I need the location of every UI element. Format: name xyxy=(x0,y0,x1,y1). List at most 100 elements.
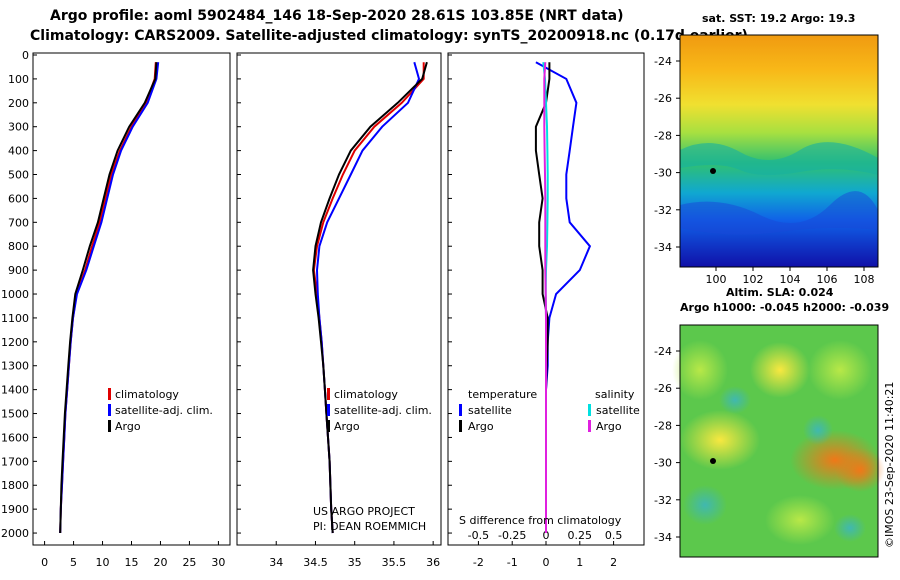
map-y-tick-label: -30 xyxy=(654,457,672,470)
temperature-x-axis: 0 5 10 15 20 25 30 xyxy=(41,541,225,569)
x-tick-label: 2 xyxy=(610,556,617,569)
sla-low-blob xyxy=(719,386,751,414)
sla-high-blob xyxy=(835,448,885,492)
legend-climatology-swatch xyxy=(108,388,111,400)
depth-tick-label: 1100 xyxy=(1,312,29,325)
sla-mid-blob xyxy=(808,340,872,400)
depth-tick-label: 1600 xyxy=(1,431,29,444)
sla-map xyxy=(672,324,885,558)
legend-sal-satellite-label: satellite xyxy=(596,404,640,417)
map-x-tick-label: 108 xyxy=(854,273,875,286)
x-tick-label: -2 xyxy=(473,556,484,569)
x-tick-label: 34 xyxy=(269,556,283,569)
map-y-tick-label: -28 xyxy=(654,129,672,142)
sla-map-y-axis: -24 -26 -28 -30 -32 -34 xyxy=(654,345,680,544)
x-tick-label: 5 xyxy=(70,556,77,569)
sla-map-frame xyxy=(679,324,879,558)
legend-temp-satellite-label: satellite xyxy=(468,404,512,417)
x-tick-label: 20 xyxy=(153,556,167,569)
depth-axis: 0 100 200 300 400 500 600 700 800 900 1000 1100 1200… xyxy=(1,49,452,540)
salinity-legend: climatology satellite-adj. clim. Argo xyxy=(327,388,432,433)
map-y-tick-label: -24 xyxy=(654,55,672,68)
map-y-tick-label: -26 xyxy=(654,92,672,105)
depth-tick-label: 1800 xyxy=(1,479,29,492)
x-tick-label: 0 xyxy=(41,556,48,569)
x-top-tick-label: -0.25 xyxy=(498,529,526,542)
difference-x-axis-bottom: -2 -1 0 1 2 xyxy=(473,541,617,569)
map-x-tick-label: 102 xyxy=(743,273,764,286)
map-x-tick-label: 100 xyxy=(706,273,727,286)
sla-high-blob xyxy=(750,342,810,398)
x-tick-label: 36 xyxy=(426,556,440,569)
series-line-argo xyxy=(59,62,158,534)
depth-tick-label: 1700 xyxy=(1,455,29,468)
depth-tick-label: 600 xyxy=(8,192,29,205)
legend-sal-argo-swatch xyxy=(588,420,591,432)
sla-low-blob xyxy=(803,415,833,445)
legend-salinity-header: salinity xyxy=(595,388,635,401)
map-y-tick-label: -32 xyxy=(654,204,672,217)
depth-tick-label: 700 xyxy=(8,216,29,229)
sla-mid-blob xyxy=(672,340,728,400)
map-y-tick-label: -30 xyxy=(654,167,672,180)
salinity-panel-frame xyxy=(236,52,442,546)
sst-frontal-band xyxy=(680,142,878,176)
depth-tick-label: 800 xyxy=(8,240,29,253)
legend-argo-label: Argo xyxy=(334,420,360,433)
x-tick-label: 35.5 xyxy=(382,556,407,569)
difference-x-axis-top: -0.5 -0.25 0 0.25 0.5 xyxy=(468,529,623,542)
map-x-tick-label: 104 xyxy=(780,273,801,286)
argo-height-title: Argo h1000: -0.045 h2000: -0.039 xyxy=(680,301,889,314)
imos-credit: ©IMOS 23-Sep-2020 11:40:21 xyxy=(883,382,896,548)
sla-high-blob xyxy=(680,410,760,470)
legend-satellite-label: satellite-adj. clim. xyxy=(334,404,432,417)
x-top-tick-label: 0.25 xyxy=(568,529,593,542)
legend-climatology-label: climatology xyxy=(115,388,179,401)
sst-map xyxy=(679,34,879,268)
temperature-series xyxy=(59,62,160,534)
salinity-x-axis: 34 34.5 35 35.5 36 xyxy=(269,541,440,569)
legend-argo-swatch xyxy=(108,420,111,432)
sla-low-blob xyxy=(834,514,866,542)
x-tick-label: 25 xyxy=(182,556,196,569)
figure-title-line1: Argo profile: aoml 5902484_146 18-Sep-20… xyxy=(50,8,624,24)
sla-low-blob xyxy=(683,485,727,525)
map-x-tick-label: 106 xyxy=(817,273,838,286)
salinity-series xyxy=(312,61,428,534)
x-top-tick-label: 0 xyxy=(543,529,550,542)
legend-satellite-swatch xyxy=(108,404,111,416)
difference-legend: temperature salinity satellite Argo sate… xyxy=(459,388,640,433)
depth-tick-label: 1000 xyxy=(1,288,29,301)
depth-tick-label: 1200 xyxy=(1,336,29,349)
x-tick-label: 1 xyxy=(576,556,583,569)
legend-argo-label: Argo xyxy=(115,420,141,433)
temperature-legend: climatology satellite-adj. clim. Argo xyxy=(108,388,213,433)
map-y-tick-label: -28 xyxy=(654,419,672,432)
depth-tick-label: 2000 xyxy=(1,527,29,540)
legend-satellite-swatch xyxy=(327,404,330,416)
sla-mid-blob xyxy=(765,495,835,545)
depth-tick-label: 1900 xyxy=(1,503,29,516)
legend-satellite-label: satellite-adj. clim. xyxy=(115,404,213,417)
x-tick-label: 35 xyxy=(348,556,362,569)
x-tick-label: 0 xyxy=(543,556,550,569)
legend-temp-satellite-swatch xyxy=(459,404,462,416)
legend-climatology-label: climatology xyxy=(334,388,398,401)
legend-argo-swatch xyxy=(327,420,330,432)
sst-map-title: sat. SST: 19.2 Argo: 19.3 xyxy=(702,12,855,25)
depth-tick-label: 900 xyxy=(8,264,29,277)
map-y-tick-label: -24 xyxy=(654,345,672,358)
legend-temperature-header: temperature xyxy=(468,388,537,401)
depth-tick-label: 100 xyxy=(8,73,29,86)
depth-tick-label: 300 xyxy=(8,121,29,134)
x-top-tick-label: 0.5 xyxy=(605,529,623,542)
legend-climatology-swatch xyxy=(327,388,330,400)
map-y-tick-label: -32 xyxy=(654,494,672,507)
map-y-tick-label: -26 xyxy=(654,382,672,395)
legend-temp-argo-label: Argo xyxy=(468,420,494,433)
depth-tick-label: 400 xyxy=(8,145,29,158)
depth-tick-label: 1300 xyxy=(1,360,29,373)
depth-tick-label: 200 xyxy=(8,97,29,110)
sst-map-frame xyxy=(679,34,879,268)
legend-sal-argo-label: Argo xyxy=(596,420,622,433)
